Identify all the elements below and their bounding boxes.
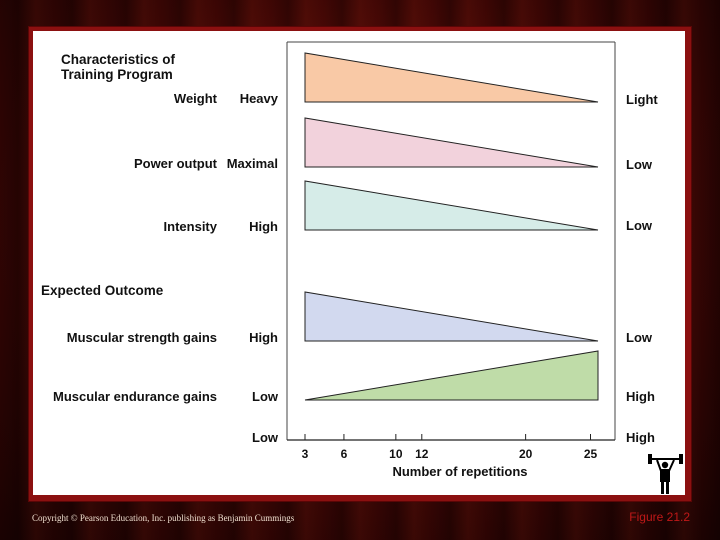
axis-right-label: High: [626, 430, 655, 445]
wedge-weight: [304, 52, 599, 103]
x-tick-label: 3: [302, 447, 309, 461]
left-value-endurance-gains: Low: [252, 389, 278, 404]
row-label-endurance-gains: Muscular endurance gains: [53, 389, 217, 404]
x-axis-ticks: 3 6 10 12 20 25: [302, 434, 598, 461]
x-axis-title: Number of repetitions: [392, 464, 527, 479]
right-value-power-output: Low: [626, 157, 652, 172]
left-value-intensity: High: [249, 219, 278, 234]
row-label-weight: Weight: [173, 91, 217, 106]
left-value-power-output: Maximal: [226, 156, 278, 171]
row-label-intensity: Intensity: [163, 219, 217, 234]
section-title-outcome: Expected Outcome: [41, 283, 164, 298]
row-label-strength-gains: Muscular strength gains: [66, 330, 217, 345]
left-value-strength-gains: High: [249, 330, 278, 345]
weightlifter-icon: [648, 454, 683, 494]
section-title-program: Characteristics of Training Program: [61, 52, 175, 82]
x-tick-label: 12: [415, 447, 429, 461]
wedge-intensity: [304, 180, 599, 231]
wedge-power-output: [304, 117, 599, 168]
row-label-power-output: Power output: [133, 156, 217, 171]
wedge-muscular-strength-gains: [304, 291, 599, 342]
wedge-muscular-endurance-gains: [304, 350, 599, 401]
right-value-weight: Light: [626, 92, 658, 107]
right-value-strength-gains: Low: [626, 330, 652, 345]
wedge-group: [304, 52, 599, 401]
copyright-text: Copyright © Pearson Education, Inc. publ…: [32, 513, 295, 523]
x-tick-label: 10: [389, 447, 403, 461]
figure-label: Figure 21.2: [629, 510, 690, 524]
axis-left-label: Low: [252, 430, 278, 445]
section-title-program-line1: Characteristics of: [61, 52, 176, 67]
left-value-weight: Heavy: [239, 91, 278, 106]
x-tick-label: 6: [341, 447, 348, 461]
right-value-intensity: Low: [626, 218, 652, 233]
x-tick-label: 25: [584, 447, 598, 461]
slide-canvas: [33, 31, 685, 495]
right-value-endurance-gains: High: [626, 389, 655, 404]
x-tick-label: 20: [519, 447, 533, 461]
section-title-program-line2: Training Program: [61, 67, 173, 82]
